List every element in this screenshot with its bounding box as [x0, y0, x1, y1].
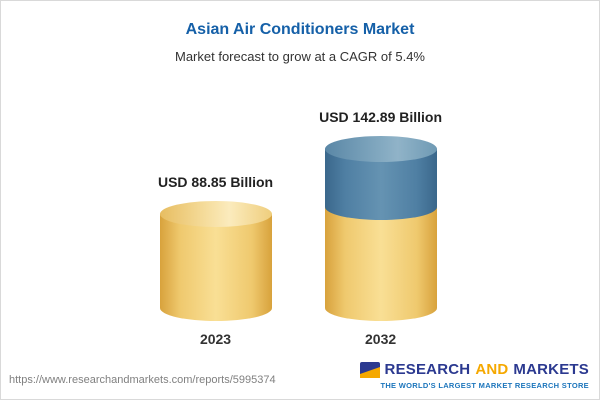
category-label-2032: 2032 [365, 331, 397, 347]
bar-2023-cap [159, 201, 272, 227]
value-label-2032: USD 142.89 Billion [319, 109, 443, 125]
chart-header: Asian Air Conditioners Market Market for… [1, 1, 599, 64]
bar-group-2023: USD 88.85 Billion 2023 [158, 174, 273, 347]
research-and-markets-logo: RESEARCH AND MARKETS THE WORLD'S LARGEST… [359, 361, 589, 390]
logo-word-research: RESEARCH [384, 361, 471, 378]
logo-mark-icon [359, 361, 380, 378]
chart-title: Asian Air Conditioners Market [185, 21, 415, 38]
bar-2023 [159, 201, 272, 321]
bar-2023-body [159, 214, 272, 321]
footer: https://www.researchandmarkets.com/repor… [1, 361, 599, 399]
value-label-2023: USD 88.85 Billion [157, 174, 274, 190]
bar-2032 [324, 136, 437, 321]
logo-tagline: THE WORLD'S LARGEST MARKET RESEARCH STOR… [380, 381, 589, 390]
logo-word-and: AND [475, 361, 509, 378]
bar-2032-cap [324, 136, 437, 162]
bar-chart: USD 88.85 Billion 2023 USD 142.89 Billio… [1, 64, 599, 361]
bar-group-2032: USD 142.89 Billion 2032 [319, 109, 442, 347]
report-url: https://www.researchandmarkets.com/repor… [9, 374, 276, 386]
logo-word-markets: MARKETS [513, 361, 589, 378]
logo-wordmark: RESEARCH AND MARKETS [359, 361, 589, 378]
category-label-2023: 2023 [199, 331, 232, 347]
chart-subtitle: Market forecast to grow at a CAGR of 5.4… [175, 49, 425, 64]
